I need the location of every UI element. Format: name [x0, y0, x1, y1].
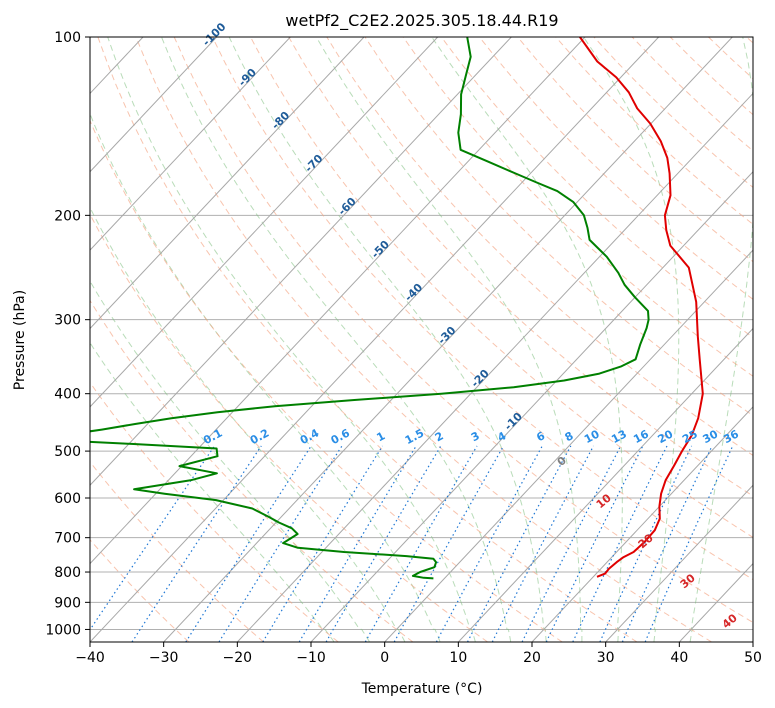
moist-adiabat — [583, 37, 680, 642]
isotherm-line — [90, 37, 586, 565]
isotherm-line — [236, 92, 753, 642]
temperature-profile-line — [579, 37, 704, 578]
dry-adiabat — [173, 37, 753, 624]
mixing-ratio-label: 25 — [680, 427, 700, 446]
y-tick-label: 800 — [54, 565, 81, 581]
mixing-ratio-label: 13 — [609, 427, 629, 446]
mixing-ratio-line — [393, 445, 505, 642]
isotherm-line — [90, 37, 291, 251]
dry-adiabat — [90, 119, 563, 642]
moist-adiabat — [90, 112, 441, 642]
dry-adiabat — [211, 37, 753, 581]
y-tick-label: 300 — [54, 313, 81, 329]
mixing-ratio-label: 10 — [582, 427, 602, 446]
x-tick-label: −30 — [149, 650, 179, 666]
mixing-ratio-label: 16 — [631, 427, 651, 446]
moist-adiabat — [431, 37, 623, 642]
isotherm-line — [384, 249, 753, 642]
moist-adiabat — [315, 37, 583, 642]
y-tick-label: 900 — [54, 595, 81, 611]
dewpoint-profile-line — [90, 37, 650, 580]
mixing-ratio-line — [435, 445, 543, 642]
x-tick-label: 50 — [744, 650, 762, 666]
dry-adiabat — [90, 213, 488, 642]
x-tick-label: 0 — [380, 650, 389, 666]
plot-frame — [89, 36, 754, 643]
moist-adiabat — [90, 341, 335, 642]
y-tick-label: 100 — [54, 30, 81, 46]
x-axis: −40 −30 −20 −10 0 10 20 30 40 50 — [75, 642, 762, 666]
dry-adiabat — [90, 539, 190, 642]
isotherm-line — [457, 327, 753, 642]
dry-adiabat — [288, 37, 753, 497]
dry-adiabats — [90, 37, 753, 642]
x-tick-label: −10 — [296, 650, 326, 666]
mixing-ratio-line — [298, 445, 417, 642]
mixing-ratio-label: 36 — [721, 427, 741, 446]
x-tick-label: 30 — [597, 650, 615, 666]
skewed-isotherms — [90, 37, 753, 642]
dry-adiabat — [326, 37, 753, 457]
isotherm-line — [90, 37, 218, 173]
mixing-ratio-label: 20 — [656, 427, 676, 446]
y-axis: 100 200 300 400 500 600 700 800 900 1000 — [45, 30, 90, 638]
mixing-ratio-line — [185, 445, 312, 642]
chart-title: wetPf2_C2E2.2025.305.18.44.R19 — [285, 11, 558, 31]
x-tick-label: −40 — [75, 650, 105, 666]
data-series — [90, 37, 704, 580]
isotherm-line — [163, 37, 733, 642]
x-axis-label: Temperature (°C) — [361, 681, 483, 697]
x-tick-label: 40 — [670, 650, 688, 666]
dry-adiabat — [90, 381, 339, 642]
mixing-ratio-line — [131, 445, 262, 642]
y-tick-label: 700 — [54, 531, 81, 547]
mixing-ratio-line — [364, 445, 478, 642]
y-tick-label: 1000 — [45, 622, 81, 638]
dry-adiabat — [90, 461, 264, 642]
moist-adiabat — [228, 37, 547, 642]
moist-adiabat — [161, 37, 512, 642]
isotherm-line — [90, 37, 660, 642]
isotherm-line — [90, 37, 439, 408]
mixing-ratio-line — [644, 445, 734, 642]
mixing-ratio-line — [218, 445, 343, 642]
y-axis-label: Pressure (hPa) — [12, 290, 28, 390]
mixing-ratio-line — [325, 445, 442, 642]
y-tick-label: 400 — [54, 387, 81, 403]
y-tick-label: 200 — [54, 208, 81, 224]
y-tick-label: 600 — [54, 491, 81, 507]
isotherm-line — [531, 406, 753, 642]
mixing-ratio-lines — [90, 445, 734, 642]
dry-adiabat — [135, 37, 712, 642]
isotherm-line — [310, 171, 753, 642]
mixing-ratio-line — [572, 445, 668, 642]
x-tick-label: −20 — [223, 650, 253, 666]
moist-adiabat — [107, 37, 476, 642]
mixing-ratio-label: 30 — [701, 427, 721, 446]
isotherm-line — [90, 37, 512, 486]
y-tick-label: 500 — [54, 444, 81, 460]
isotherm-line — [90, 37, 365, 330]
isotherm-line — [605, 484, 753, 642]
x-tick-label: 20 — [523, 650, 541, 666]
mixing-ratio-line — [599, 445, 693, 642]
moist-adiabat — [689, 37, 753, 642]
dry-adiabat — [97, 37, 638, 642]
x-tick-label: 10 — [449, 650, 467, 666]
mixing-ratio-line — [262, 445, 384, 642]
